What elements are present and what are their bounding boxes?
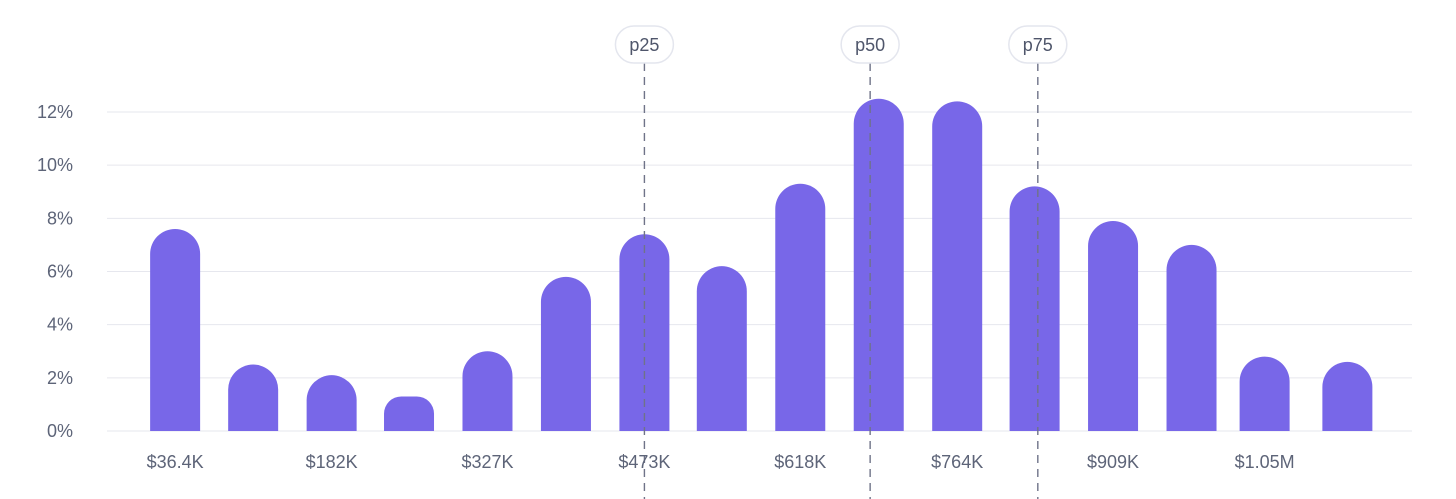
y-tick-label: 2%: [47, 368, 73, 388]
x-tick-label: $618K: [774, 452, 826, 472]
percentile-label-p50: p50: [855, 35, 885, 55]
histogram-bar: [1166, 244, 1217, 431]
y-tick-label: 12%: [37, 102, 73, 122]
x-tick-label: $1.05M: [1235, 452, 1295, 472]
histogram-bar: [853, 98, 904, 431]
histogram-bar: [540, 276, 591, 431]
percentile-pill-p50: [840, 25, 900, 64]
x-tick-label: $327K: [461, 452, 513, 472]
histogram-bar: [696, 266, 747, 431]
percentile-label-p25: p25: [629, 35, 659, 55]
x-tick-label: $909K: [1087, 452, 1139, 472]
y-tick-label: 4%: [47, 315, 73, 335]
y-tick-label: 6%: [47, 262, 73, 282]
histogram-bar: [150, 228, 201, 431]
percentile-pill-p75: [1008, 25, 1068, 64]
percentile-pill-p25: [614, 25, 675, 64]
y-tick-label: 10%: [37, 155, 73, 175]
histogram-bar: [1322, 361, 1373, 431]
x-tick-label: $764K: [931, 452, 983, 472]
histogram-bar: [1239, 356, 1290, 431]
x-tick-label: $473K: [618, 452, 670, 472]
percentile-label-p75: p75: [1023, 35, 1053, 55]
histogram-bar: [306, 375, 357, 431]
y-tick-label: 8%: [47, 208, 73, 228]
histogram-bar: [228, 364, 279, 431]
histogram-bar: [384, 396, 435, 431]
histogram-bar: [932, 101, 983, 431]
histogram-bar: [462, 351, 513, 431]
y-tick-label: 0%: [47, 421, 73, 441]
histogram-bar: [1088, 220, 1139, 431]
x-tick-label: $182K: [306, 452, 358, 472]
x-tick-label: $36.4K: [147, 452, 204, 472]
histogram-bar: [775, 183, 826, 431]
histogram-bar: [1009, 186, 1060, 431]
